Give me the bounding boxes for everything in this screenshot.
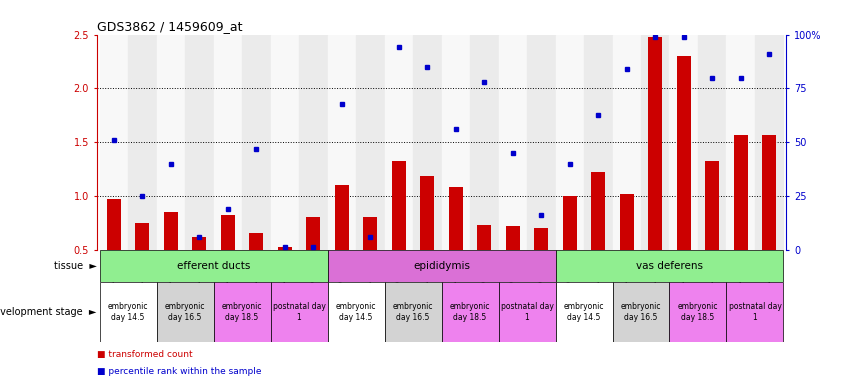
Bar [306,217,320,250]
Bar [99,282,156,342]
Text: embryonic
day 18.5: embryonic day 18.5 [222,302,262,322]
Bar [220,215,235,250]
Bar [99,250,327,282]
Bar [271,35,299,250]
Text: postnatal day
1: postnatal day 1 [500,302,553,322]
Bar [271,282,327,342]
Text: ■ percentile rank within the sample: ■ percentile rank within the sample [97,367,262,376]
Text: postnatal day
1: postnatal day 1 [272,302,325,322]
Bar [356,35,384,250]
Bar [470,35,499,250]
Bar [556,250,784,282]
Bar [442,35,470,250]
Text: ■ transformed count: ■ transformed count [97,350,193,359]
Bar [327,250,556,282]
Text: embryonic
day 14.5: embryonic day 14.5 [563,302,604,322]
Bar [99,35,128,250]
Bar [648,37,663,250]
Bar [534,228,548,250]
Bar [612,282,669,342]
Bar [477,225,491,250]
Bar [193,237,206,250]
Bar [499,35,527,250]
Bar [563,196,577,250]
Bar [556,282,612,342]
Bar [733,134,748,250]
Bar [442,282,499,342]
Bar [327,35,356,250]
Bar [584,35,612,250]
Bar [727,282,784,342]
Bar [527,35,556,250]
Text: epididymis: epididymis [413,261,470,271]
Bar [363,217,378,250]
Bar [249,233,263,250]
Bar [641,35,669,250]
Text: embryonic
day 14.5: embryonic day 14.5 [108,302,148,322]
Text: postnatal day
1: postnatal day 1 [728,302,781,322]
Bar [591,172,606,250]
Text: embryonic
day 16.5: embryonic day 16.5 [165,302,205,322]
Bar [505,226,520,250]
Bar [420,177,435,250]
Bar [299,35,327,250]
Bar [556,35,584,250]
Bar [705,161,719,250]
Bar [327,282,384,342]
Bar [413,35,442,250]
Bar [214,282,271,342]
Bar [762,134,776,250]
Text: development stage  ►: development stage ► [0,307,97,317]
Bar [128,35,156,250]
Bar [727,35,755,250]
Bar [164,212,178,250]
Text: embryonic
day 16.5: embryonic day 16.5 [621,302,661,322]
Bar [107,199,121,250]
Bar [335,185,349,250]
Bar [384,35,413,250]
Bar [384,282,442,342]
Bar [499,282,556,342]
Bar [755,35,784,250]
Text: tissue  ►: tissue ► [54,261,97,271]
Bar [698,35,727,250]
Bar [612,35,641,250]
Bar [156,282,214,342]
Text: GDS3862 / 1459609_at: GDS3862 / 1459609_at [97,20,242,33]
Text: vas deferens: vas deferens [636,261,703,271]
Bar [677,56,690,250]
Bar [620,194,634,250]
Bar [278,247,292,250]
Text: efferent ducts: efferent ducts [177,261,251,271]
Bar [392,161,406,250]
Text: embryonic
day 18.5: embryonic day 18.5 [450,302,490,322]
Bar [448,187,463,250]
Bar [214,35,242,250]
Text: embryonic
day 16.5: embryonic day 16.5 [393,302,433,322]
Text: embryonic
day 14.5: embryonic day 14.5 [336,302,376,322]
Bar [156,35,185,250]
Text: embryonic
day 18.5: embryonic day 18.5 [678,302,718,322]
Bar [669,282,727,342]
Bar [185,35,214,250]
Bar [135,223,150,250]
Bar [669,35,698,250]
Bar [242,35,271,250]
